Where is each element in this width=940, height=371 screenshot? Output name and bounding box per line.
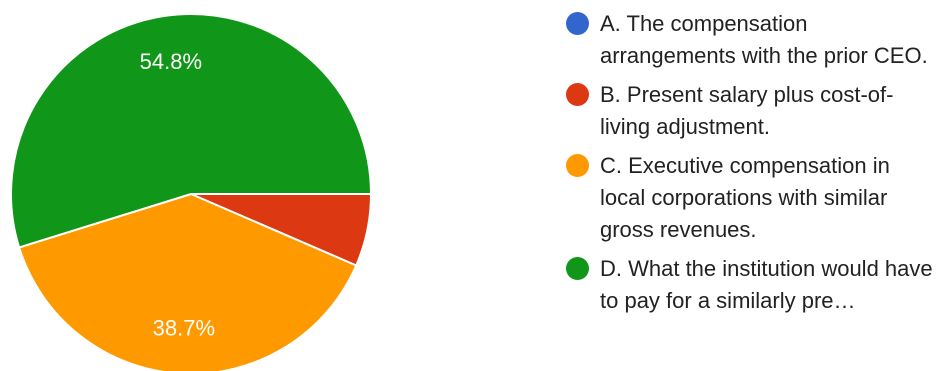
legend-label-a: A. The compensation arrangements with th… [600, 11, 928, 68]
legend-swatch-a [566, 12, 589, 35]
pie-slice-c[interactable] [17, 192, 358, 371]
pie-chart: 38.7% 54.8% [10, 13, 373, 371]
legend-item-d[interactable]: D. What the institution would have to pa… [566, 253, 936, 317]
legend: A. The compensation arrangements with th… [566, 8, 936, 324]
legend-swatch-c [566, 154, 589, 177]
legend-item-a[interactable]: A. The compensation arrangements with th… [566, 8, 936, 72]
legend-item-c[interactable]: C. Executive compensation in local corpo… [566, 150, 936, 246]
pie-slices [10, 13, 373, 371]
legend-swatch-d [566, 257, 589, 280]
legend-label-b: B. Present salary plus cost-of-living ad… [600, 82, 894, 139]
pie-slice-d[interactable] [10, 13, 373, 249]
slice-label-c: 38.7% [153, 315, 215, 340]
legend-label-d: D. What the institution would have to pa… [600, 256, 933, 313]
pie-labels: 38.7% 54.8% [140, 49, 215, 340]
legend-item-b[interactable]: B. Present salary plus cost-of-living ad… [566, 79, 936, 143]
legend-label-c: C. Executive compensation in local corpo… [600, 153, 890, 242]
legend-swatch-b [566, 83, 589, 106]
slice-label-d: 54.8% [140, 49, 202, 74]
